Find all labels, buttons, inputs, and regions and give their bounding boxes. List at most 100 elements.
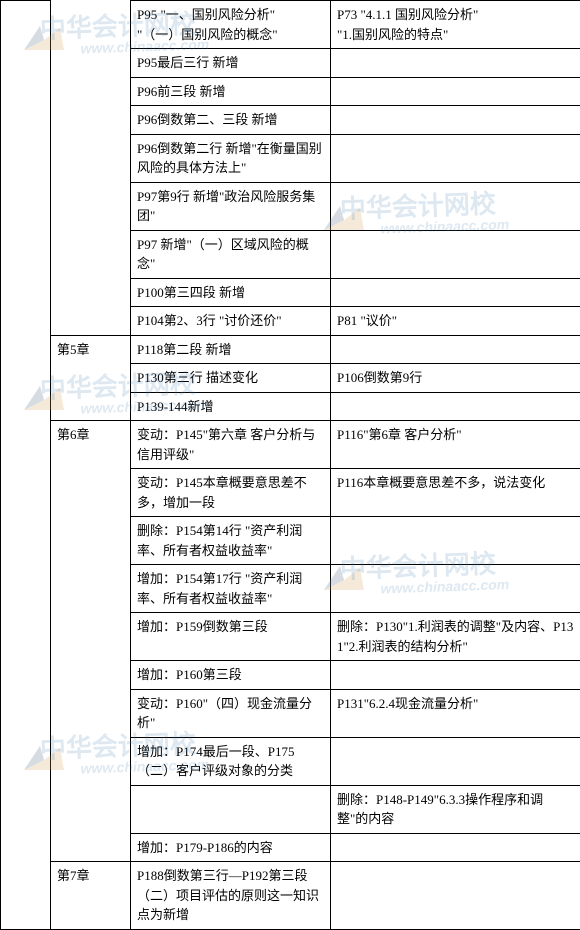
table-cell [331,182,580,230]
table-row: 增加：P154第17行 "资产利润率、所有者权益收益率" [1,565,580,613]
table-cell [1,335,51,364]
table-cell [51,230,131,278]
table-cell [1,517,51,565]
table-cell [331,565,580,613]
table-cell: P188倒数第三行—P192第三段（二）项目评估的原则这一知识点为新增 [131,862,331,930]
table-cell: P81 "议价" [331,307,580,336]
table-cell [51,517,131,565]
table-cell [51,469,131,517]
table-row: 第6章变动：P145"第六章 客户分析与信用评级"P116"第6章 客户分析" [1,421,580,469]
table-cell: 变动：P145本章概要意思差不多，增加一段 [131,469,331,517]
table-row: P96前三段 新增 [1,77,580,106]
table-cell: P96倒数第二、三段 新增 [131,106,331,135]
table-cell [1,737,51,785]
table-cell [51,565,131,613]
table-cell [331,77,580,106]
table-cell [51,833,131,862]
table-cell [51,392,131,421]
table-cell [51,77,131,106]
table-row: 删除：P154第14行 "资产利润率、所有者权益收益率" [1,517,580,565]
table-cell: 增加：P154第17行 "资产利润率、所有者权益收益率" [131,565,331,613]
table-row: 变动：P145本章概要意思差不多，增加一段P116本章概要意思差不多，说法变化 [1,469,580,517]
table-cell: P95最后三行 新增 [131,49,331,78]
table-cell [1,785,51,833]
table-cell: P130第三行 描述变化 [131,364,331,393]
table-cell [1,307,51,336]
table-row: P95 "一、国别风险分析""（一）国别风险的概念"P73 "4.1.1 国别风… [1,1,580,49]
table-cell: 增加：P159倒数第三段 [131,613,331,661]
table-cell: P131"6.2.4现金流量分析" [331,689,580,737]
table-cell: 变动：P160"（四）现金流量分析" [131,689,331,737]
table-cell: P106倒数第9行 [331,364,580,393]
table-row: 增加：P179-P186的内容 [1,833,580,862]
table-cell: 删除：P130"1.利润表的调整"及内容、P131"2.利润表的结构分析" [331,613,580,661]
table-cell [1,565,51,613]
table-cell [51,278,131,307]
table-row: P96倒数第二行 新增"在衡量国别风险的具体方法上" [1,134,580,182]
table-cell [1,862,51,930]
table-row: P100第三四段 新增 [1,278,580,307]
table-cell [1,833,51,862]
table-cell: 增加：P174最后一段、P175（二）客户评级对象的分类 [131,737,331,785]
table-cell: P73 "4.1.1 国别风险分析""1.国别风险的特点" [331,1,580,49]
table-cell [51,106,131,135]
table-row: P139-144新增 [1,392,580,421]
table-cell: P100第三四段 新增 [131,278,331,307]
table-cell [1,392,51,421]
table-row: 第7章P188倒数第三行—P192第三段（二）项目评估的原则这一知识点为新增 [1,862,580,930]
table-cell [51,689,131,737]
table-row: P130第三行 描述变化P106倒数第9行 [1,364,580,393]
table-row: P97第9行 新增"政治风险服务集团" [1,182,580,230]
table-cell [1,661,51,690]
table-cell [51,737,131,785]
table-cell [331,335,580,364]
table-row: P97 新增"（一）区域风险的概念" [1,230,580,278]
table-cell [331,392,580,421]
table-cell: P97 新增"（一）区域风险的概念" [131,230,331,278]
table-cell: P116本章概要意思差不多，说法变化 [331,469,580,517]
table-cell [331,134,580,182]
table-cell: P116"第6章 客户分析" [331,421,580,469]
table-cell [51,1,131,49]
table-cell: P95 "一、国别风险分析""（一）国别风险的概念" [131,1,331,49]
table-cell [1,106,51,135]
table-cell: P96前三段 新增 [131,77,331,106]
table-cell: 删除：P148-P149"6.3.3操作程序和调整"的内容 [331,785,580,833]
table-row: 第5章P118第二段 新增 [1,335,580,364]
table-row: 增加：P159倒数第三段删除：P130"1.利润表的调整"及内容、P131"2.… [1,613,580,661]
table-cell [331,517,580,565]
table-cell [331,49,580,78]
table-cell: 删除：P154第14行 "资产利润率、所有者权益收益率" [131,517,331,565]
table-row: P96倒数第二、三段 新增 [1,106,580,135]
table-cell [51,785,131,833]
table-row: 变动：P160"（四）现金流量分析"P131"6.2.4现金流量分析" [1,689,580,737]
table-cell [51,613,131,661]
table-cell [1,134,51,182]
table-cell [331,833,580,862]
table-cell: 第6章 [51,421,131,469]
table-cell [1,230,51,278]
table-cell [1,689,51,737]
table-cell: P97第9行 新增"政治风险服务集团" [131,182,331,230]
table-cell [1,469,51,517]
table-cell [1,182,51,230]
table-cell [51,364,131,393]
table-cell [51,134,131,182]
table-cell: 第5章 [51,335,131,364]
table-cell [51,307,131,336]
table-cell: P104第2、3行 "讨价还价" [131,307,331,336]
table-cell: 增加：P179-P186的内容 [131,833,331,862]
comparison-table: P95 "一、国别风险分析""（一）国别风险的概念"P73 "4.1.1 国别风… [0,0,580,930]
table-cell [131,785,331,833]
table-cell [331,230,580,278]
table-cell [1,613,51,661]
table-cell [331,661,580,690]
table-cell [51,182,131,230]
table-cell [1,278,51,307]
table-cell [1,364,51,393]
table-cell [1,49,51,78]
table-cell [51,661,131,690]
table-cell: 变动：P145"第六章 客户分析与信用评级" [131,421,331,469]
table-cell [331,278,580,307]
table-cell: P96倒数第二行 新增"在衡量国别风险的具体方法上" [131,134,331,182]
